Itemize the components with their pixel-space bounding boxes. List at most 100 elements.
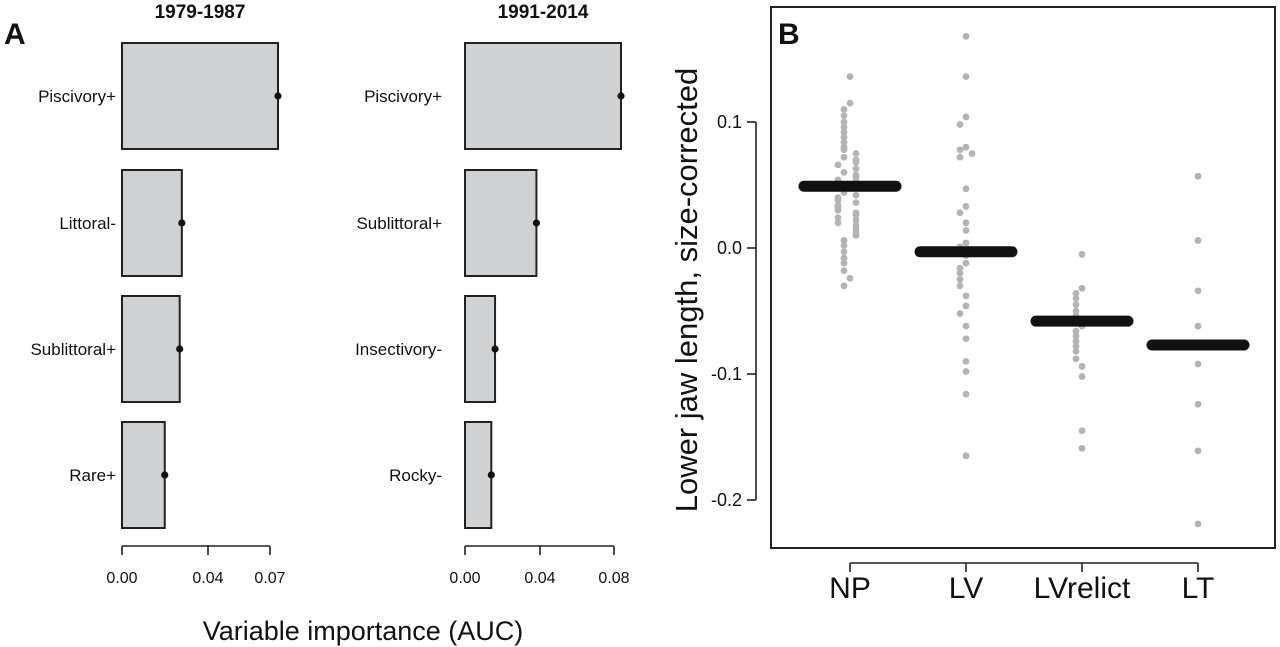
data-point-lvrelict <box>1078 373 1086 380</box>
data-point-lvrelict <box>1072 342 1080 350</box>
importance-point-littoral <box>178 219 186 227</box>
data-point-lv <box>962 452 970 460</box>
data-point-lv <box>962 358 970 365</box>
data-point-np <box>852 165 860 173</box>
x-tick-label: 0.04 <box>192 570 223 587</box>
data-point-lv <box>956 146 964 154</box>
x-axis-title: Variable importance (AUC) <box>203 616 524 646</box>
panel-a: A 1979-1987 1991-2014 Piscivory+ Littoral… <box>4 2 630 646</box>
panel-b: B Lower jaw length, size-corrected -0.2-… <box>669 6 1276 605</box>
y-axis-title: Lower jaw length, size-corrected <box>669 68 704 513</box>
data-point-lt <box>1194 237 1202 244</box>
data-point-np <box>852 232 860 239</box>
data-point-np <box>834 196 842 204</box>
data-point-np <box>840 146 848 154</box>
data-point-np <box>840 112 848 120</box>
data-point-np <box>852 150 860 157</box>
data-point-np <box>852 211 860 219</box>
y-tick-label: -0.1 <box>711 364 742 384</box>
category-label-piscivory: Piscivory+ <box>38 87 116 106</box>
data-point-lt <box>1194 360 1202 368</box>
data-point-np <box>840 267 848 275</box>
importance-point-insectivory <box>491 345 499 353</box>
data-point-lv <box>956 209 964 217</box>
data-point-lvrelict <box>1072 332 1080 340</box>
data-point-np <box>840 254 848 262</box>
data-point-lv <box>956 121 964 128</box>
jaw-length-plot: -0.2 -0.1 0.0 0.1 NP LV LVrelict LT <box>711 32 1250 605</box>
importance-point-piscivory <box>617 92 625 100</box>
category-label-rocky: Rocky- <box>389 466 442 485</box>
data-point-np <box>852 158 860 166</box>
data-point-lvrelict <box>1078 284 1086 292</box>
data-point-lv <box>962 226 970 234</box>
data-point-np <box>840 282 848 290</box>
importance-point-rare <box>161 471 169 479</box>
data-point-np <box>840 118 848 126</box>
data-point-lv <box>962 113 970 121</box>
bar-rare <box>121 421 166 529</box>
data-point-np <box>834 161 842 169</box>
x-category-label-lv: LV <box>949 572 983 605</box>
data-point-np <box>852 191 860 199</box>
data-point-lv <box>956 269 964 277</box>
data-point-lv <box>962 73 970 81</box>
data-point-np <box>852 174 860 181</box>
data-point-np <box>840 153 848 161</box>
importance-point-sublittoral <box>532 219 541 227</box>
period-title-1991-2014: 1991-2014 <box>498 2 589 23</box>
importance-chart-1991-2014: Piscivory+ Sublittoral+ Insectivory- Rocky-… <box>355 42 630 587</box>
x-tick-label: 0.04 <box>524 570 555 587</box>
data-point-lv <box>962 335 970 343</box>
data-point-lv <box>956 282 964 290</box>
x-tick-label: 0.00 <box>449 570 480 587</box>
y-tick-label: 0.1 <box>717 112 742 132</box>
data-point-np <box>840 169 848 176</box>
data-point-np <box>852 216 860 224</box>
x-category-label-lt: LT <box>1182 572 1215 605</box>
data-point-lt <box>1194 400 1202 408</box>
category-label-insectivory: Insectivory- <box>355 340 442 359</box>
data-point-np <box>846 73 854 81</box>
data-point-lv <box>962 390 970 398</box>
x-category-label-np: NP <box>829 572 871 605</box>
x-category-label-lvrelict: LVrelict <box>1034 572 1131 605</box>
data-point-lt <box>1194 287 1202 295</box>
panel-letter-b: B <box>778 18 800 51</box>
data-point-lvrelict <box>1078 427 1086 435</box>
data-point-np <box>840 123 848 131</box>
category-label-rare: Rare+ <box>69 466 116 485</box>
bar-piscivory <box>464 42 622 150</box>
data-point-np <box>840 242 848 249</box>
data-point-np <box>840 248 848 256</box>
panel-letter-a: A <box>4 18 26 51</box>
data-point-np <box>840 106 848 113</box>
bar-sublittoral <box>121 295 181 403</box>
data-point-lt <box>1194 520 1202 528</box>
data-point-lv <box>962 32 970 40</box>
bar-piscivory <box>121 42 279 150</box>
data-point-lvrelict <box>1078 250 1086 258</box>
data-point-lt <box>1194 447 1202 455</box>
y-tick-label: 0.0 <box>717 238 742 258</box>
x-tick-label: 0.00 <box>106 570 137 587</box>
data-point-np <box>834 219 842 227</box>
data-point-lv <box>962 185 970 193</box>
data-point-lt <box>1194 322 1202 330</box>
data-point-lv <box>956 153 964 161</box>
bar-littoral <box>121 169 183 277</box>
category-label-littoral: Littoral- <box>59 214 116 233</box>
data-point-lvrelict <box>1072 337 1080 345</box>
data-point-lvrelict <box>1072 327 1080 335</box>
data-point-lv <box>956 276 964 283</box>
data-point-lv <box>962 259 970 267</box>
data-point-np <box>852 199 860 207</box>
data-point-lv <box>962 302 970 310</box>
data-point-lv <box>956 310 964 317</box>
bar-sublittoral <box>464 169 538 277</box>
bar-insectivory <box>464 295 497 403</box>
data-point-np <box>840 128 848 136</box>
plot-frame <box>770 6 1276 549</box>
data-point-lvrelict <box>1078 444 1086 452</box>
